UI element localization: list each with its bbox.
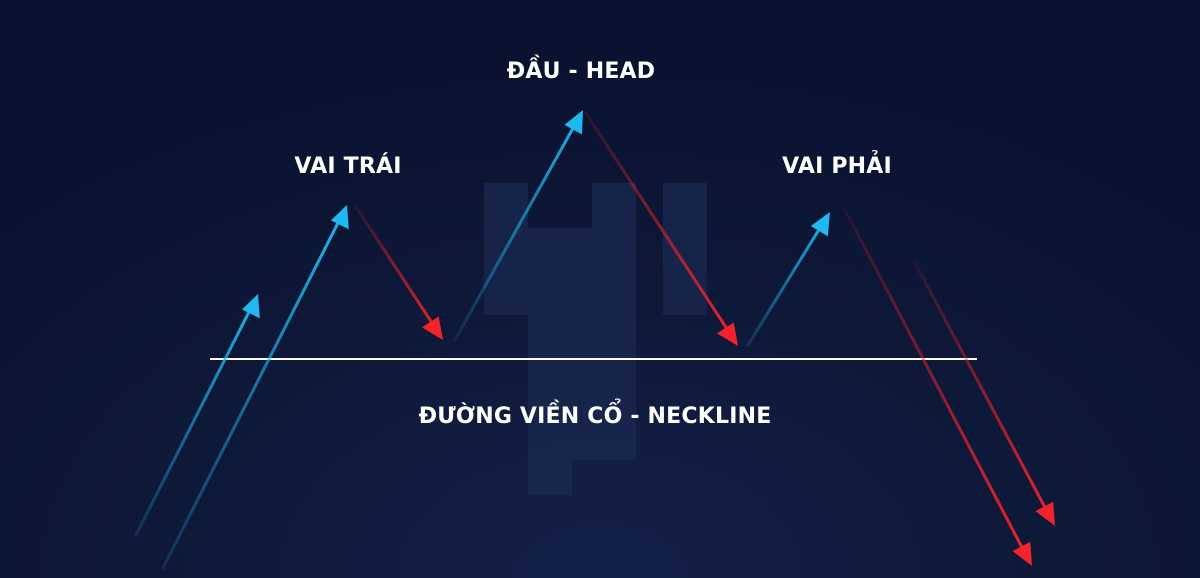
up-arrow-3	[453, 110, 583, 342]
neckline-label: ĐƯỜNG VIỀN CỔ - NECKLINE	[418, 404, 772, 429]
head-label: ĐẦU - HEAD	[506, 59, 656, 84]
down-arrow-2	[583, 110, 738, 346]
down-arrow-3	[843, 208, 1032, 566]
up-arrow-4	[746, 212, 830, 347]
down-arrow-4	[913, 261, 1055, 526]
up-arrow-1	[134, 294, 260, 537]
watermark-logo	[484, 183, 707, 495]
left-shoulder-label: VAI TRÁI	[294, 154, 402, 179]
up-arrow-2	[161, 205, 349, 570]
right-shoulder-label: VAI PHẢI	[782, 154, 892, 179]
down-arrow-1	[354, 205, 443, 340]
